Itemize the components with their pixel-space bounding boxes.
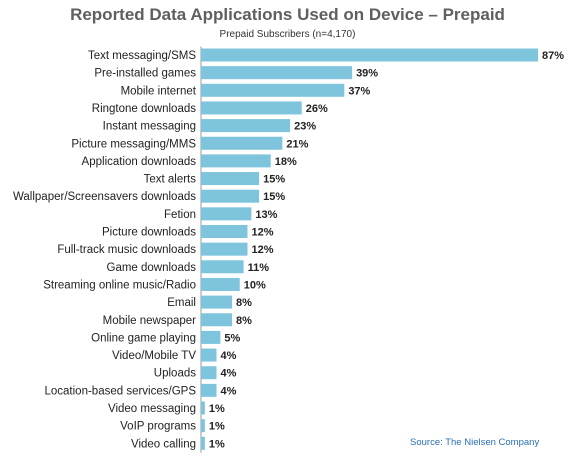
- bar: [201, 295, 232, 309]
- value-label: 21%: [286, 138, 308, 150]
- value-label: 12%: [251, 227, 273, 239]
- category-label: Wallpaper/Screensavers downloads: [13, 191, 196, 203]
- bar: [201, 66, 353, 80]
- category-label: Uploads: [154, 368, 196, 380]
- value-label: 15%: [263, 174, 285, 186]
- category-label: Video calling: [131, 438, 196, 450]
- value-label: 37%: [348, 85, 370, 97]
- category-label: Video messaging: [108, 403, 196, 415]
- value-label: 5%: [224, 332, 240, 344]
- bar: [201, 136, 283, 150]
- category-label: Application downloads: [82, 156, 197, 168]
- bar: [201, 313, 232, 327]
- bar: [201, 436, 205, 450]
- bar: [201, 189, 260, 203]
- value-label: 12%: [251, 244, 273, 256]
- bar: [201, 260, 244, 274]
- category-label: VoIP programs: [120, 421, 196, 433]
- value-label: 39%: [356, 68, 378, 80]
- category-label: Ringtone downloads: [92, 103, 196, 115]
- category-label: Picture messaging/MMS: [71, 138, 196, 150]
- bar: [201, 172, 260, 186]
- chart-title: Reported Data Applications Used on Devic…: [70, 5, 505, 24]
- bar: [201, 225, 248, 238]
- bar: [201, 207, 252, 221]
- bar: [201, 277, 240, 291]
- value-label: 1%: [209, 438, 225, 450]
- bar: [201, 419, 205, 433]
- bar: [201, 330, 221, 344]
- bar: [201, 348, 217, 362]
- value-label: 13%: [255, 209, 277, 221]
- category-label: Email: [167, 297, 196, 309]
- category-label: Full-track music downloads: [57, 244, 196, 256]
- bar: [201, 101, 302, 115]
- category-label: Text messaging/SMS: [88, 50, 196, 62]
- value-label: 1%: [209, 403, 225, 415]
- category-label: Online game playing: [91, 332, 196, 344]
- value-label: 4%: [220, 350, 236, 362]
- value-label: 11%: [248, 262, 270, 274]
- category-label: Fetion: [164, 209, 196, 221]
- value-label: 87%: [542, 50, 564, 62]
- value-label: 10%: [244, 279, 266, 291]
- value-label: 18%: [275, 156, 297, 168]
- bar: [201, 383, 217, 397]
- bar: [201, 242, 248, 256]
- category-label: Video/Mobile TV: [112, 350, 196, 362]
- value-label: 23%: [294, 121, 316, 133]
- category-label: Picture downloads: [102, 227, 196, 239]
- value-label: 1%: [209, 421, 225, 433]
- category-label: Mobile internet: [121, 85, 197, 97]
- category-label: Game downloads: [107, 262, 197, 274]
- value-label: 8%: [236, 315, 252, 327]
- value-label: 15%: [263, 191, 285, 203]
- category-label: Location-based services/GPS: [45, 385, 197, 397]
- bar: [201, 119, 291, 133]
- bar: [201, 48, 538, 62]
- value-label: 4%: [220, 368, 236, 380]
- value-label: 8%: [236, 297, 252, 309]
- bars: Text messaging/SMS 87% Pre-installed games…: [13, 48, 564, 450]
- value-label: 26%: [306, 103, 328, 115]
- category-label: Instant messaging: [103, 121, 196, 133]
- category-label: Text alerts: [144, 174, 197, 186]
- source-note: Source: The Nielsen Company: [410, 437, 540, 448]
- chart-subtitle: Prepaid Subscribers (n=4,170): [219, 29, 356, 40]
- bar: [201, 83, 345, 97]
- value-label: 4%: [220, 385, 236, 397]
- bar: [201, 366, 217, 380]
- category-label: Streaming online music/Radio: [43, 279, 196, 291]
- bar: [201, 401, 205, 415]
- category-label: Mobile newspaper: [103, 315, 197, 327]
- category-label: Pre-installed games: [94, 68, 196, 80]
- bar: [201, 154, 271, 168]
